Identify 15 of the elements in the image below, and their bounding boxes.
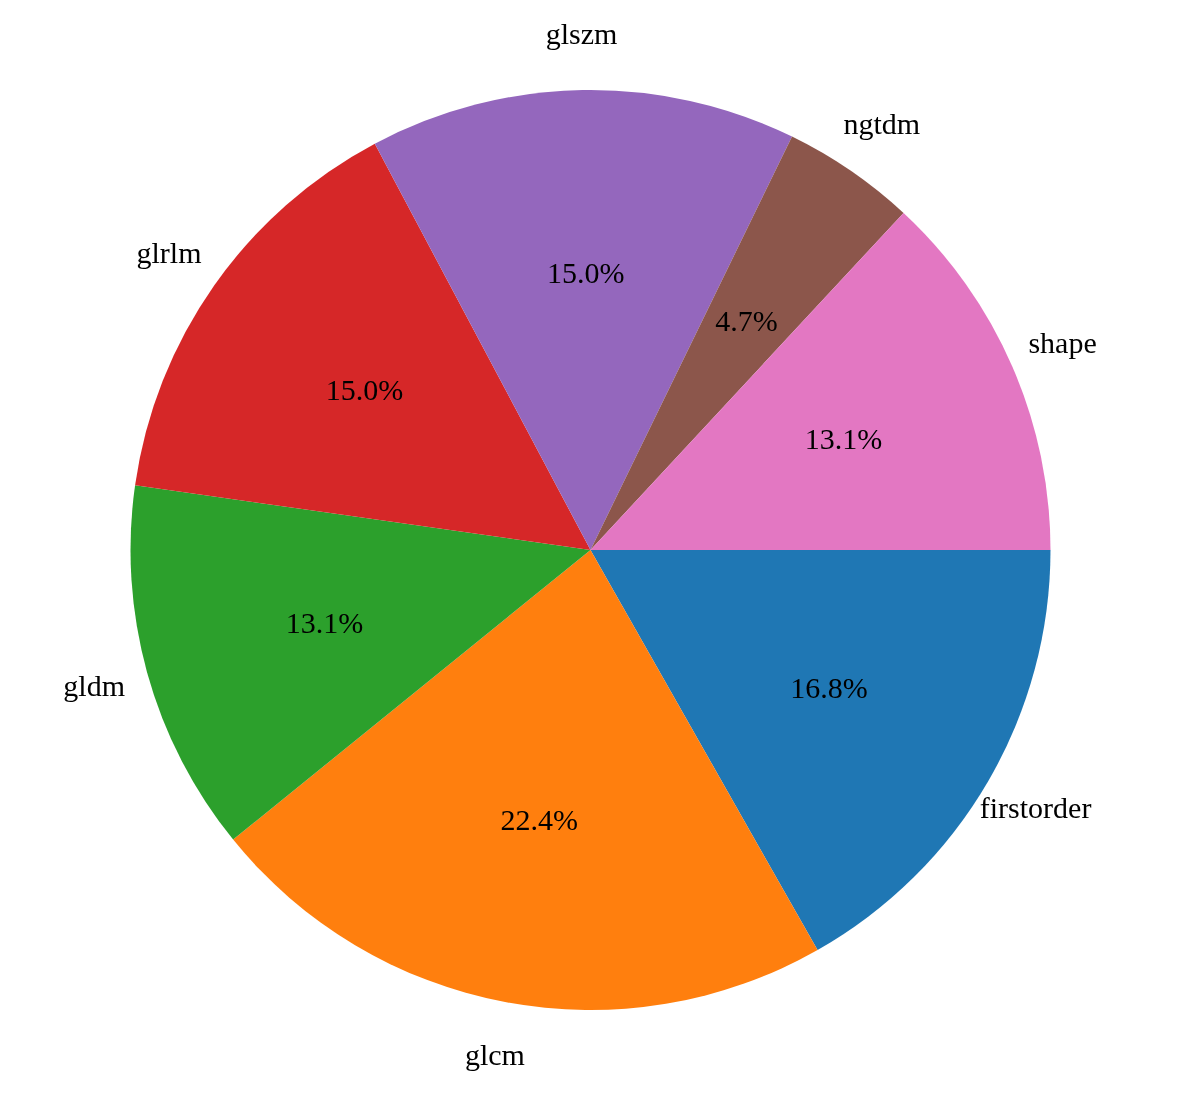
- data-label: 4.7%: [715, 304, 778, 338]
- data-label: 13.1%: [804, 421, 883, 455]
- slice-label: glszm: [545, 17, 618, 51]
- data-label: 15.0%: [325, 373, 404, 407]
- pie-slice: [130, 485, 591, 840]
- data-label: 22.4%: [500, 803, 579, 837]
- slice-label: shape: [1028, 326, 1097, 360]
- data-label: 16.8%: [790, 670, 868, 704]
- slice-label: glcm: [464, 1038, 525, 1072]
- slice-label: gldm: [63, 669, 125, 703]
- slice-label: ngtdm: [843, 107, 921, 141]
- slice-label: firstorder: [979, 791, 1092, 825]
- data-label: 15.0%: [546, 256, 625, 290]
- slice-label: glrlm: [136, 236, 202, 270]
- data-label: 13.1%: [285, 605, 364, 639]
